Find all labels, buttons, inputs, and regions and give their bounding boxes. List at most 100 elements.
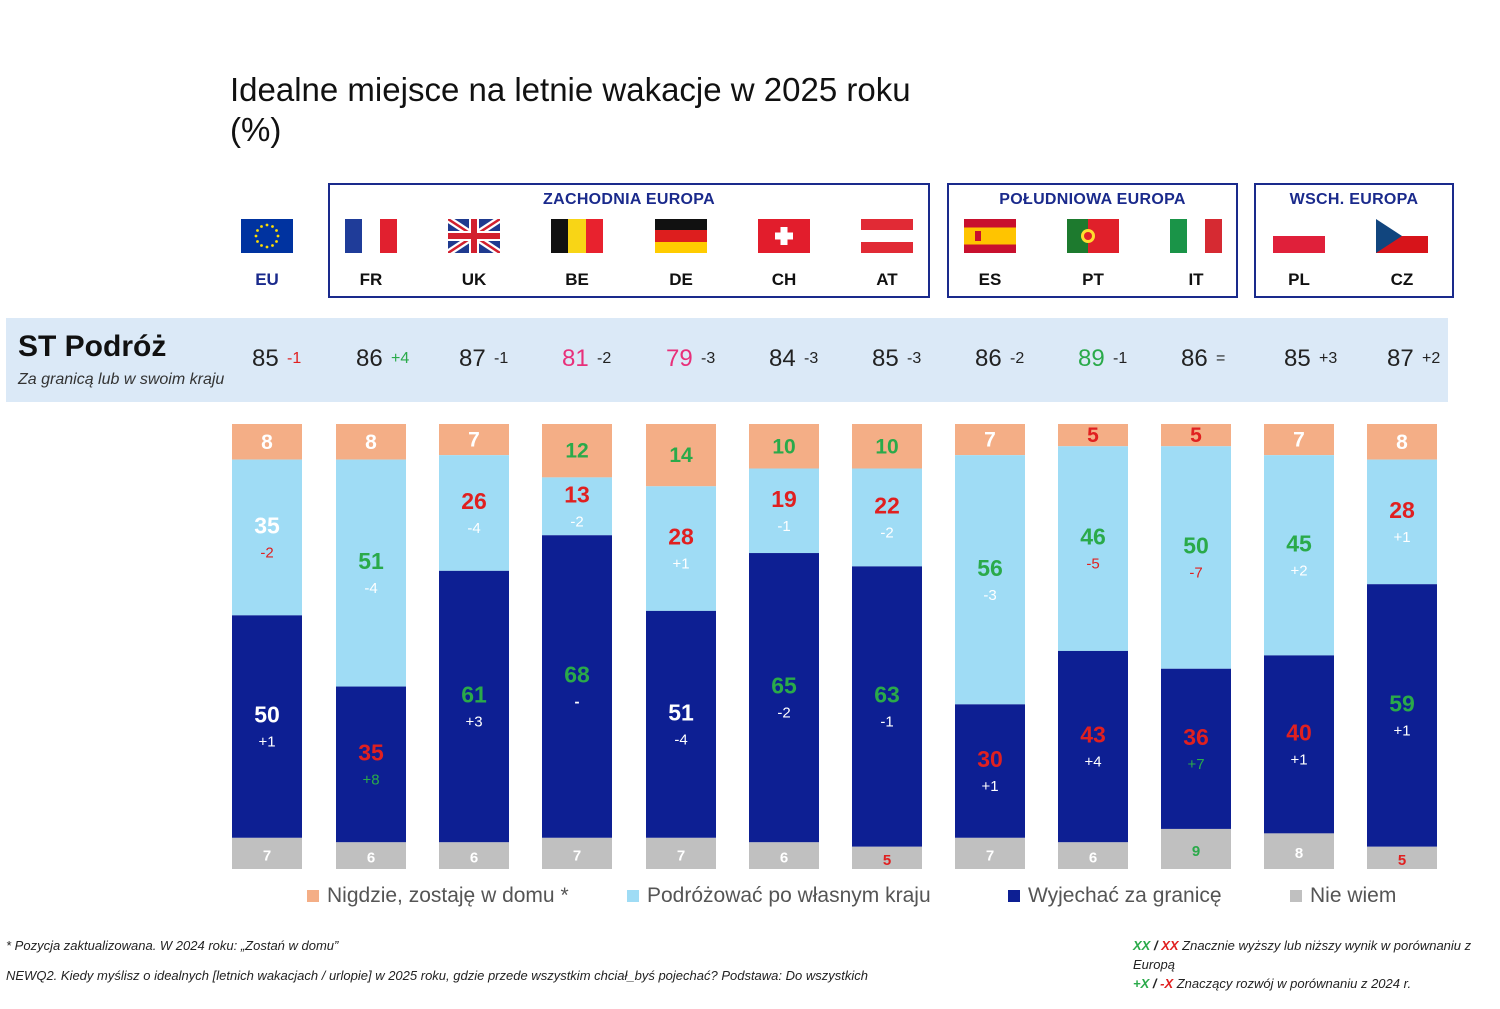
country-code-ch: CH — [771, 270, 797, 289]
data-label-abroad-at: 63 — [874, 682, 900, 708]
bar-segment-domestic-be — [542, 477, 612, 536]
bar-segment-abroad-uk — [439, 570, 509, 843]
data-label-nowhere-fr: 8 — [365, 431, 377, 454]
bar-segment-domestic-it — [1161, 446, 1231, 669]
legend-item-domestic: Podróżować po własnym kraju — [627, 884, 931, 908]
bar-segment-dontknow-es — [955, 837, 1025, 869]
chart-title: Idealne miejsce na letnie wakacje w 2025… — [230, 70, 911, 150]
spain-flag-icon — [964, 219, 1016, 253]
change-label-abroad-pt: +4 — [1084, 754, 1101, 771]
legend-swatch — [1290, 890, 1302, 902]
st-delta-de: -3 — [701, 350, 716, 367]
change-label-domestic-eu: -2 — [260, 544, 273, 561]
change-label-domestic-es: -3 — [983, 587, 996, 604]
data-label-dontknow-pt: 6 — [1089, 850, 1097, 867]
change-label-abroad-be: - — [575, 694, 580, 711]
bar-segment-abroad-cz — [1367, 584, 1437, 847]
legend-label: Podróżować po własnym kraju — [647, 884, 931, 907]
bar-segment-abroad-pl — [1264, 655, 1334, 834]
bar-segment-abroad-be — [542, 535, 612, 838]
region-western-europe: ZACHODNIA EUROPA — [328, 183, 930, 298]
data-label-abroad-de: 51 — [668, 699, 694, 725]
data-label-domestic-at: 22 — [874, 492, 900, 518]
data-label-abroad-cz: 59 — [1389, 690, 1415, 716]
country-code-eu: EU — [255, 270, 279, 289]
uk-flag-icon — [448, 219, 500, 253]
bar-segment-nowhere-cz — [1367, 424, 1437, 460]
change-label-abroad-ch: -2 — [777, 705, 790, 722]
bar-segment-domestic-pl — [1264, 455, 1334, 656]
key-text: Znacznie wyższy lub niższy wynik w porów… — [1133, 938, 1472, 972]
country-code-uk: UK — [461, 270, 487, 289]
data-label-dontknow-be: 7 — [573, 847, 581, 864]
key-line-1: XX / XX Znacznie wyższy lub niższy wynik… — [1133, 936, 1473, 974]
legend-swatch — [307, 890, 319, 902]
region-title: POŁUDNIOWA EUROPA — [999, 191, 1186, 208]
data-label-abroad-it: 36 — [1183, 724, 1209, 750]
france-flag-icon — [345, 219, 397, 253]
bar-segment-nowhere-fr — [336, 424, 406, 460]
change-label-domestic-cz: +1 — [1393, 529, 1410, 546]
data-label-domestic-es: 56 — [977, 555, 1003, 581]
data-label-dontknow-it: 9 — [1192, 843, 1200, 860]
bar-segment-dontknow-pl — [1264, 833, 1334, 869]
country-code-cz: CZ — [1390, 270, 1414, 289]
data-label-domestic-fr: 51 — [358, 548, 384, 574]
legend-item-nowhere: Nigdzie, zostaję w domu * — [307, 884, 569, 908]
region-title: WSCH. EUROPA — [1289, 191, 1419, 208]
key-sep: / — [1150, 938, 1162, 953]
bar-segment-domestic-cz — [1367, 459, 1437, 585]
bar-segment-nowhere-at — [852, 424, 922, 469]
data-label-abroad-uk: 61 — [461, 682, 487, 708]
st-value-pl: 85 — [1284, 345, 1311, 372]
data-label-dontknow-eu: 7 — [263, 847, 271, 864]
data-label-nowhere-pt: 5 — [1087, 424, 1099, 447]
bar-segment-nowhere-es — [955, 424, 1025, 456]
change-label-abroad-eu: +1 — [258, 734, 275, 751]
austria-flag-icon — [861, 219, 913, 253]
st-title: ST Podróż — [18, 330, 167, 363]
bar-segment-dontknow-eu — [232, 837, 302, 869]
bar-segment-nowhere-it — [1161, 424, 1231, 447]
bar-segment-dontknow-at — [852, 846, 922, 869]
st-value-de: 79 — [666, 345, 693, 372]
bar-segment-abroad-es — [955, 704, 1025, 838]
legend-label: Wyjechać za granicę — [1028, 884, 1222, 907]
significance-key: XX / XX Znacznie wyższy lub niższy wynik… — [1133, 936, 1473, 993]
change-label-domestic-pt: -5 — [1086, 556, 1099, 573]
country-code-pt: PT — [1082, 270, 1104, 289]
key-green-x: +X — [1133, 976, 1150, 991]
bar-segment-nowhere-eu — [232, 424, 302, 460]
belgium-flag-icon — [551, 219, 603, 253]
data-label-abroad-fr: 35 — [358, 739, 384, 765]
bar-segment-dontknow-fr — [336, 842, 406, 869]
st-delta-pl: +3 — [1319, 350, 1338, 367]
st-value-eu: 85 — [252, 345, 279, 372]
chart-title-line-1: Idealne miejsce na letnie wakacje w 2025… — [230, 71, 911, 108]
key-line-2: +X / -X Znaczący rozwój w porównaniu z 2… — [1133, 974, 1473, 993]
legend-swatch — [627, 890, 639, 902]
change-label-domestic-be: -2 — [570, 513, 583, 530]
change-label-abroad-de: -4 — [674, 731, 687, 748]
data-label-domestic-de: 28 — [668, 524, 694, 550]
st-value-es: 86 — [975, 345, 1002, 372]
data-label-dontknow-cz: 5 — [1398, 852, 1406, 869]
data-label-nowhere-ch: 10 — [772, 435, 795, 458]
region-eastern-europe: WSCH. EUROPA — [1254, 183, 1454, 298]
country-code-at: AT — [876, 270, 898, 289]
bar-segment-abroad-ch — [749, 553, 819, 843]
bar-segment-nowhere-uk — [439, 424, 509, 456]
st-delta-uk: -1 — [494, 350, 509, 367]
germany-flag-icon — [655, 219, 707, 253]
st-delta-at: -3 — [907, 350, 922, 367]
bar-segment-abroad-pt — [1058, 650, 1128, 843]
bar-segment-domestic-ch — [749, 468, 819, 554]
data-label-abroad-es: 30 — [977, 746, 1003, 772]
data-label-nowhere-de: 14 — [669, 444, 693, 467]
change-label-abroad-at: -1 — [880, 714, 893, 731]
st-delta-be: -2 — [597, 350, 612, 367]
data-label-dontknow-ch: 6 — [780, 850, 788, 867]
data-label-nowhere-pl: 7 — [1293, 429, 1305, 452]
key-red-xx: XX — [1161, 938, 1179, 953]
bar-segment-nowhere-pl — [1264, 424, 1334, 456]
